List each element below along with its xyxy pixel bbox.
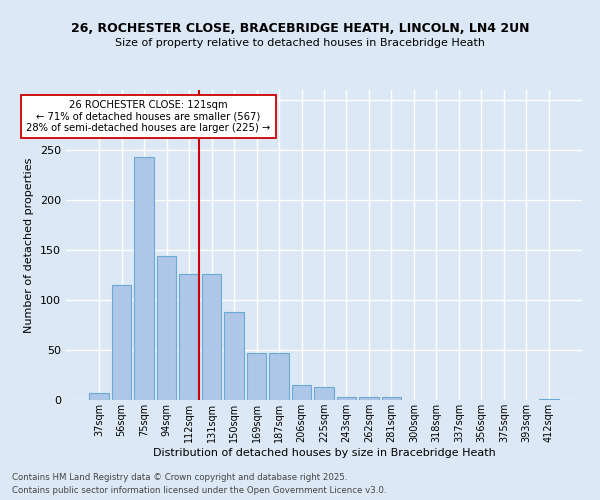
Bar (202, 274, 221, 400)
Bar (292, 385, 311, 400)
Bar (134, 157, 154, 400)
Bar (179, 274, 199, 400)
Text: Contains HM Land Registry data © Crown copyright and database right 2025.: Contains HM Land Registry data © Crown c… (12, 474, 347, 482)
Bar (382, 397, 401, 400)
Bar (247, 353, 266, 400)
X-axis label: Distribution of detached houses by size in Bracebridge Heath: Distribution of detached houses by size … (152, 448, 496, 458)
Bar (314, 387, 334, 400)
Text: Size of property relative to detached houses in Bracebridge Heath: Size of property relative to detached ho… (115, 38, 485, 48)
Bar (112, 285, 131, 400)
Y-axis label: Number of detached properties: Number of detached properties (25, 158, 34, 332)
Bar (269, 353, 289, 400)
Text: 26, ROCHESTER CLOSE, BRACEBRIDGE HEATH, LINCOLN, LN4 2UN: 26, ROCHESTER CLOSE, BRACEBRIDGE HEATH, … (71, 22, 529, 36)
Bar (224, 312, 244, 400)
Bar (337, 397, 356, 400)
Bar (89, 393, 109, 400)
Bar (539, 399, 559, 400)
Text: 26 ROCHESTER CLOSE: 121sqm
← 71% of detached houses are smaller (567)
28% of sem: 26 ROCHESTER CLOSE: 121sqm ← 71% of deta… (26, 100, 271, 133)
Text: Contains public sector information licensed under the Open Government Licence v3: Contains public sector information licen… (12, 486, 386, 495)
Bar (157, 256, 176, 400)
Bar (359, 397, 379, 400)
